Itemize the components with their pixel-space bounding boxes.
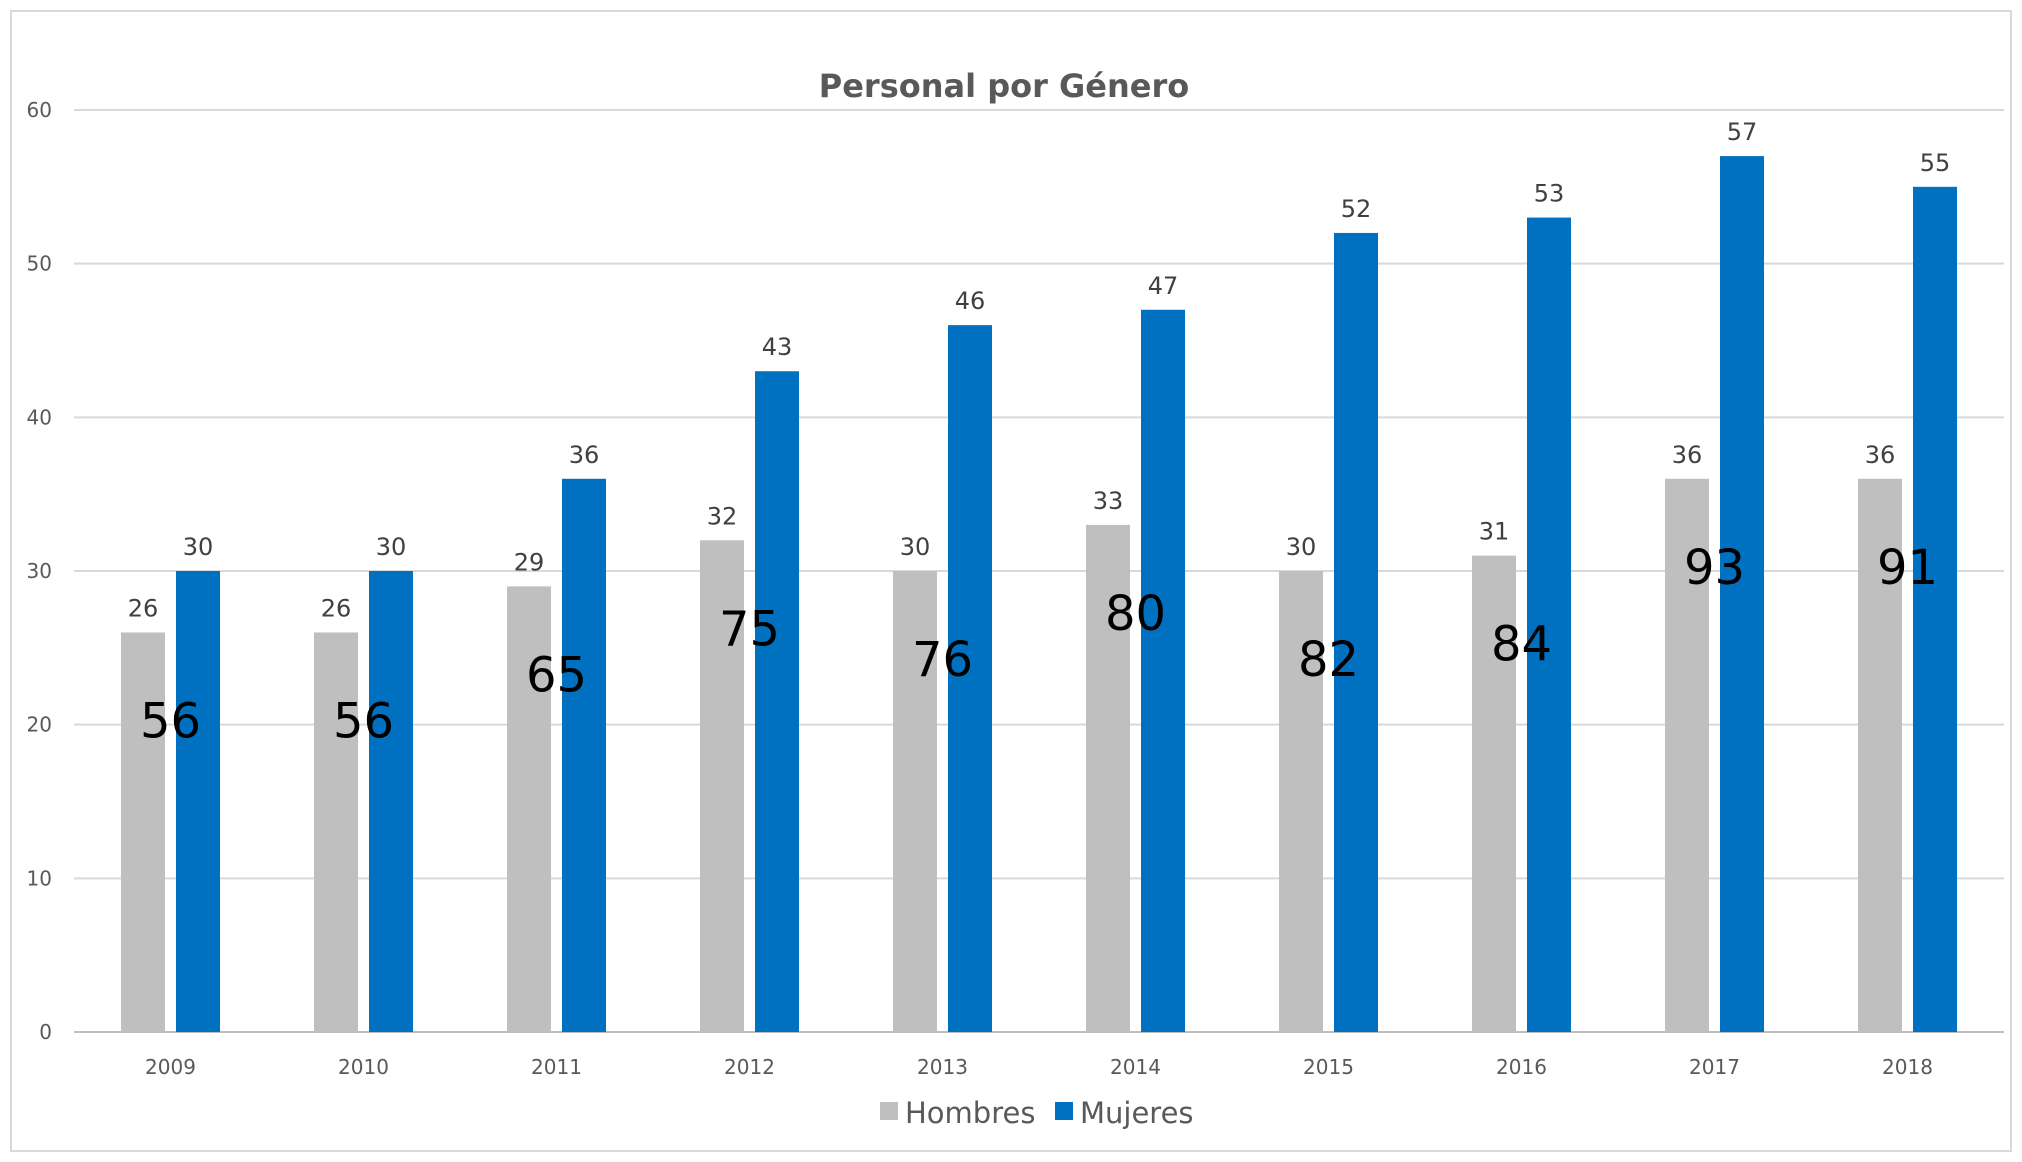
legend-label-hombres: Hombres [905,1096,1035,1130]
bar-hombres-2012 [700,540,744,1032]
bar-hombres-2018 [1858,478,1902,1032]
y-tick-label: 0 [39,1020,52,1044]
data-label: 46 [955,287,986,315]
data-label: 53 [1534,180,1565,208]
x-tick-label: 2015 [1303,1055,1354,1079]
legend-swatch-mujeres [1055,1102,1073,1120]
bar-hombres-2014 [1086,524,1130,1032]
bar-hombres-2011 [507,586,551,1032]
data-label: 26 [128,594,159,622]
data-label: 36 [569,441,600,469]
data-label: 43 [762,333,793,361]
bar-mujeres-2011 [562,478,606,1032]
data-label: 32 [707,502,738,530]
bar-hombres-2013 [893,571,937,1032]
x-tick-label: 2018 [1882,1055,1933,1079]
data-labels: 26 30 26 30 29 36 32 43 30 46 33 47 30 52 31 53 36 57 36 55 [128,118,1951,622]
bar-mujeres-2016 [1527,217,1571,1033]
data-label: 30 [183,533,214,561]
bar-mujeres-2018 [1913,186,1957,1033]
total-label: 84 [1491,617,1552,673]
bar-mujeres-2015 [1334,232,1378,1032]
data-label: 26 [321,594,352,622]
data-label: 52 [1341,195,1372,223]
y-axis: 0 10 20 30 40 50 60 [27,98,52,1044]
data-label: 33 [1093,487,1124,515]
bar-mujeres-2012 [755,371,799,1032]
total-label: 65 [526,647,587,703]
total-label: 75 [719,601,780,657]
x-tick-label: 2014 [1110,1055,1161,1079]
bar-hombres-2010 [314,632,358,1032]
total-label: 76 [912,632,973,688]
bar-hombres-2009 [121,632,165,1032]
legend-label-mujeres: Mujeres [1080,1096,1194,1130]
x-tick-label: 2017 [1689,1055,1740,1079]
data-label: 36 [1865,441,1896,469]
data-label: 30 [900,533,931,561]
legend-swatch-hombres [880,1102,898,1120]
data-label: 55 [1920,149,1951,177]
chart-frame: Personal por Género 0 10 20 30 40 50 60 26 30 26… [10,10,2012,1152]
y-tick-label: 40 [27,405,52,429]
y-tick-label: 10 [27,866,52,890]
data-label: 29 [514,548,545,576]
total-labels: 56 56 65 75 76 80 82 84 93 91 [140,540,1938,750]
bar-hombres-2015 [1279,571,1323,1032]
legend: Hombres Mujeres [880,1096,1194,1130]
bar-hombres-2016 [1472,555,1516,1032]
bar-mujeres-2009 [176,571,220,1032]
data-label: 57 [1727,118,1758,146]
bar-mujeres-2017 [1720,156,1764,1033]
x-tick-label: 2009 [145,1055,196,1079]
y-tick-label: 60 [27,98,52,122]
bar-mujeres-2014 [1141,309,1185,1032]
x-tick-label: 2011 [531,1055,582,1079]
x-tick-label: 2010 [338,1055,389,1079]
bar-hombres-2017 [1665,478,1709,1032]
bar-mujeres-2013 [948,325,992,1033]
y-tick-label: 20 [27,713,52,737]
data-label: 31 [1479,518,1510,546]
total-label: 91 [1877,540,1938,596]
y-tick-label: 50 [27,252,52,276]
x-tick-label: 2013 [917,1055,968,1079]
data-label: 36 [1672,441,1703,469]
total-label: 93 [1684,540,1745,596]
x-tick-label: 2012 [724,1055,775,1079]
total-label: 80 [1105,586,1166,642]
x-axis: 2009 2010 2011 2012 2013 2014 2015 2016 2017 2018 [145,1055,1933,1079]
data-label: 47 [1148,272,1179,300]
bars [121,156,1957,1033]
chart-title: Personal por Género [819,67,1189,105]
total-label: 56 [140,693,201,749]
data-label: 30 [376,533,407,561]
total-label: 82 [1298,632,1359,688]
bar-mujeres-2010 [369,571,413,1032]
y-tick-label: 30 [27,559,52,583]
data-label: 30 [1286,533,1317,561]
total-label: 56 [333,693,394,749]
x-tick-label: 2016 [1496,1055,1547,1079]
